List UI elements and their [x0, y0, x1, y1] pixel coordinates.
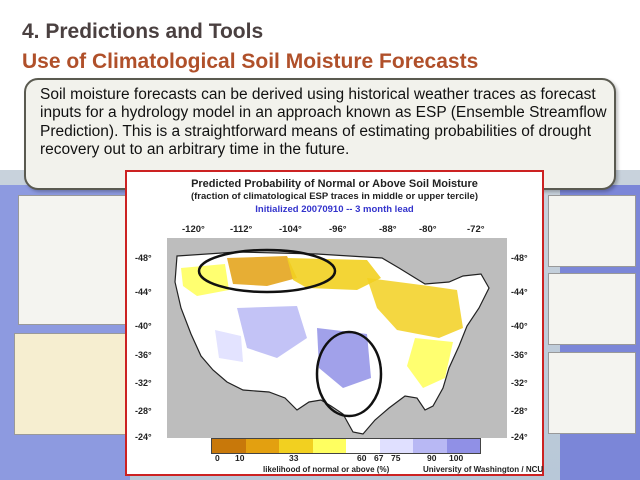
slide-title: 4. Predictions and Tools [22, 20, 264, 43]
colorbar-segment [312, 439, 346, 453]
thumbnail-map-right-3 [548, 352, 636, 434]
latitude-label-left: -48° [135, 253, 152, 263]
thumbnail-map-bottom-left [14, 333, 130, 435]
latitude-label-left: -44° [135, 287, 152, 297]
wet-patch-california [215, 330, 243, 362]
colorbar-segment [245, 439, 279, 453]
colorbar-tick: 33 [289, 453, 299, 463]
description-text: Soil moisture forecasts can be derived u… [40, 86, 607, 158]
latitude-label-right: -48° [511, 253, 528, 263]
colorbar-segment [279, 439, 313, 453]
highlight-circle-northwest [197, 248, 337, 294]
longitude-label: -112° [230, 224, 253, 235]
map-title: Predicted Probability of Normal or Above… [191, 178, 478, 190]
colorbar-tick: 67 [374, 453, 384, 463]
colorbar-tick: 100 [449, 453, 464, 463]
colorbar-tick: 75 [391, 453, 401, 463]
dry-patch-northwest [227, 256, 297, 286]
latitude-label-left: -36° [135, 350, 152, 360]
latitude-label-left: -32° [135, 378, 152, 388]
latitude-label-left: -24° [135, 432, 152, 442]
latitude-label-right: -24° [511, 432, 528, 442]
colorbar-segment [413, 439, 447, 453]
map-subtitle: (fraction of climatological ESP traces i… [190, 191, 478, 202]
us-map-graphic [174, 248, 490, 435]
map-plot-area [167, 238, 507, 438]
latitude-label-right: -36° [511, 350, 528, 360]
colorbar-tick: 60 [357, 453, 367, 463]
colorbar-label: likelihood of normal or above (%) [263, 465, 390, 474]
longitude-label: -96° [329, 224, 347, 235]
colorbar-segment [446, 439, 480, 453]
latitude-label-left: -28° [135, 406, 152, 416]
latitude-label-right: -28° [511, 406, 528, 416]
map-initialized-label: Initialized 20070910 -- 3 month lead [255, 204, 414, 215]
colorbar-tick: 0 [215, 453, 220, 463]
longitude-label: -80° [419, 224, 437, 235]
colorbar [211, 438, 481, 454]
latitude-label-right: -40° [511, 321, 528, 331]
latitude-label-right: -44° [511, 287, 528, 297]
colorbar-tick: 10 [235, 453, 245, 463]
colorbar-segment [346, 439, 380, 453]
thumbnail-map-right-1 [548, 195, 636, 267]
latitude-label-right: -32° [511, 378, 528, 388]
longitude-label: -72° [467, 224, 485, 235]
dry-patch-east [367, 278, 463, 338]
colorbar-segment [379, 439, 413, 453]
latitude-label-left: -40° [135, 321, 152, 331]
longitude-label: -104° [279, 224, 302, 235]
soil-moisture-map: Predicted Probability of Normal or Above… [125, 170, 544, 476]
colorbar-tick: 90 [427, 453, 437, 463]
longitude-label: -88° [379, 224, 397, 235]
thumbnail-map-top-left [18, 195, 128, 325]
highlight-circle-south-plains [315, 330, 383, 418]
wet-patch-south-plains [317, 328, 371, 388]
map-credit: University of Washington / NCU [423, 465, 544, 474]
wet-patch-southwest [237, 306, 307, 358]
longitude-label: -120° [182, 224, 205, 235]
colorbar-segment [212, 439, 246, 453]
slide-subtitle: Use of Climatological Soil Moisture Fore… [22, 50, 479, 73]
dry-patch-southeast [407, 338, 453, 388]
thumbnail-map-right-2 [548, 273, 636, 345]
